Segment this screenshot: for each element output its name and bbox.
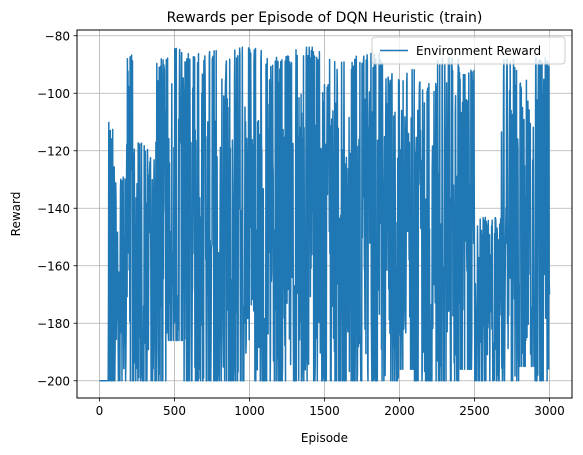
x-tick-label: 1500 <box>309 404 340 418</box>
y-tick-label: −140 <box>37 202 70 216</box>
x-tick-label: 500 <box>163 404 186 418</box>
legend: Environment Reward <box>371 36 566 65</box>
y-axis-label: Reward <box>9 192 23 237</box>
x-tick-label: 0 <box>96 404 104 418</box>
legend-box <box>371 36 566 65</box>
x-axis: 0 500 1000 1500 2000 2500 3000 <box>96 398 565 418</box>
y-tick-label: −160 <box>37 259 70 273</box>
chart-title: Rewards per Episode of DQN Heuristic (tr… <box>167 10 483 26</box>
x-tick-label: 1000 <box>234 404 265 418</box>
series-layer <box>99 46 551 382</box>
y-tick-label: −200 <box>37 374 70 388</box>
x-axis-label: Episode <box>301 431 348 445</box>
x-tick-label: 3000 <box>534 404 565 418</box>
x-tick-label: 2500 <box>459 404 490 418</box>
series-line-environment-reward <box>99 46 551 382</box>
y-tick-label: −100 <box>37 87 70 101</box>
y-tick-label: −80 <box>45 29 70 43</box>
y-axis: −200 −180 −160 −140 −120 −100 −80 <box>37 29 77 388</box>
y-tick-label: −120 <box>37 144 70 158</box>
legend-label: Environment Reward <box>416 44 541 58</box>
y-tick-label: −180 <box>37 317 70 331</box>
x-tick-label: 2000 <box>384 404 415 418</box>
